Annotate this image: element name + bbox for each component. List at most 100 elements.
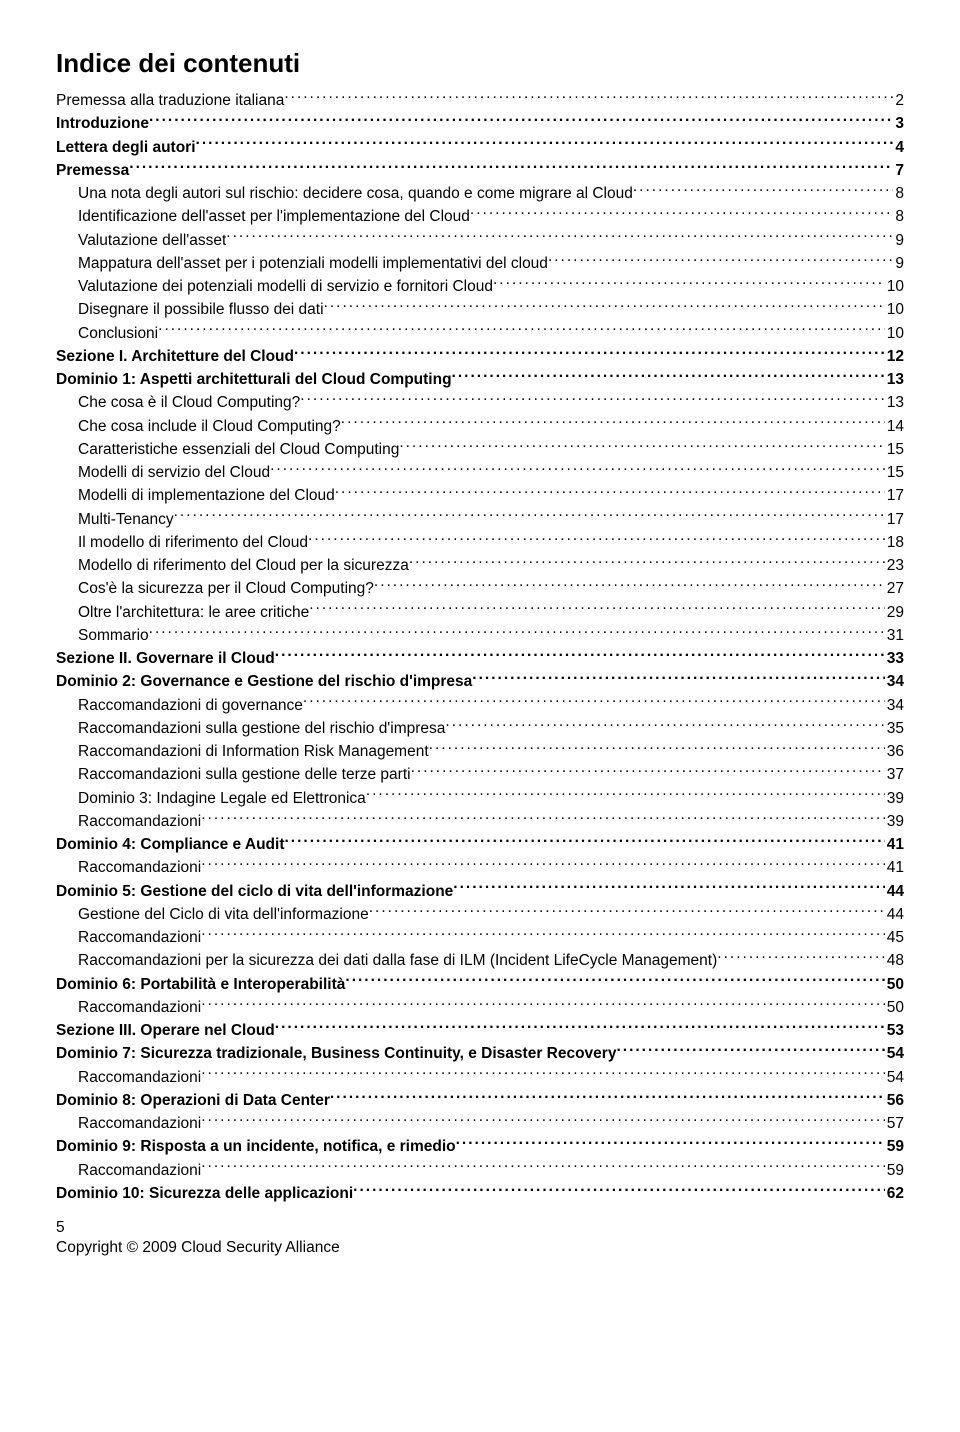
toc-entry-page: 57 xyxy=(885,1112,904,1135)
footer-page-number: 5 xyxy=(56,1219,904,1237)
toc-entry: Dominio 7: Sicurezza tradizionale, Busin… xyxy=(56,1042,904,1065)
toc-leader-dots xyxy=(201,810,885,826)
toc-entry-label: Che cosa include il Cloud Computing? xyxy=(78,415,341,438)
toc-entry-page: 10 xyxy=(885,298,904,321)
toc-entry-label: Che cosa è il Cloud Computing? xyxy=(78,391,300,414)
toc-entry-label: Raccomandazioni di Information Risk Mana… xyxy=(78,740,429,763)
toc-entry: Che cosa è il Cloud Computing? 13 xyxy=(56,391,904,414)
toc-leader-dots xyxy=(149,113,893,129)
toc-entry-label: Dominio 8: Operazioni di Data Center xyxy=(56,1089,330,1112)
toc-leader-dots xyxy=(201,1066,885,1082)
toc-entry-label: Il modello di riferimento del Cloud xyxy=(78,531,308,554)
toc-entry-page: 50 xyxy=(885,973,904,996)
toc-entry: Che cosa include il Cloud Computing? 14 xyxy=(56,415,904,438)
page-footer: 5 Copyright © 2009 Cloud Security Allian… xyxy=(56,1219,904,1257)
toc-leader-dots xyxy=(353,1182,885,1198)
toc-entry-page: 53 xyxy=(885,1019,904,1042)
toc-entry: Dominio 3: Indagine Legale ed Elettronic… xyxy=(56,787,904,810)
toc-leader-dots xyxy=(174,508,885,524)
toc-entry-page: 33 xyxy=(885,647,904,670)
toc-leader-dots xyxy=(445,717,884,733)
toc-entry-page: 13 xyxy=(885,391,904,414)
toc-leader-dots xyxy=(201,996,885,1012)
toc-entry-label: Raccomandazioni xyxy=(78,1112,201,1135)
toc-entry: Sezione I. Architetture del Cloud 12 xyxy=(56,345,904,368)
toc-leader-dots xyxy=(345,973,884,989)
toc-entry-page: 45 xyxy=(885,926,904,949)
toc-entry-label: Sezione I. Architetture del Cloud xyxy=(56,345,294,368)
toc-entry-label: Gestione del Ciclo di vita dell'informaz… xyxy=(78,903,369,926)
toc-entry: Raccomandazioni per la sicurezza dei dat… xyxy=(56,949,904,972)
toc-entry-label: Valutazione dell'asset xyxy=(78,229,226,252)
toc-entry: Raccomandazioni41 xyxy=(56,856,904,879)
toc-entry-page: 62 xyxy=(885,1182,904,1205)
toc-entry-label: Cos'è la sicurezza per il Cloud Computin… xyxy=(78,577,374,600)
toc-entry-page: 36 xyxy=(885,740,904,763)
toc-leader-dots xyxy=(616,1043,884,1059)
toc-leader-dots xyxy=(341,415,885,431)
toc-entry-page: 17 xyxy=(885,508,904,531)
toc-entry-page: 59 xyxy=(885,1135,904,1158)
toc-entry-page: 23 xyxy=(885,554,904,577)
toc-leader-dots xyxy=(129,159,893,175)
toc-entry-label: Dominio 7: Sicurezza tradizionale, Busin… xyxy=(56,1042,616,1065)
toc-leader-dots xyxy=(452,369,885,385)
toc-entry-page: 27 xyxy=(885,577,904,600)
toc-entry: Cos'è la sicurezza per il Cloud Computin… xyxy=(56,577,904,600)
toc-entry-page: 41 xyxy=(885,833,904,856)
toc-entry: Multi-Tenancy17 xyxy=(56,508,904,531)
toc-entry-page: 7 xyxy=(893,159,904,182)
toc-entry: Lettera degli autori4 xyxy=(56,136,904,159)
toc-entry: Dominio 4: Compliance e Audit 41 xyxy=(56,833,904,856)
toc-entry-page: 14 xyxy=(885,415,904,438)
toc-entry: Raccomandazioni 57 xyxy=(56,1112,904,1135)
toc-entry: Raccomandazioni sulla gestione delle ter… xyxy=(56,763,904,786)
toc-entry-label: Dominio 5: Gestione del ciclo di vita de… xyxy=(56,880,453,903)
toc-entry-page: 48 xyxy=(885,949,904,972)
toc-leader-dots xyxy=(270,462,885,478)
toc-entry-label: Disegnare il possibile flusso dei dati xyxy=(78,298,324,321)
toc-leader-dots xyxy=(493,276,885,292)
toc-entry: Premessa alla traduzione italiana2 xyxy=(56,89,904,112)
toc-leader-dots xyxy=(201,1113,885,1129)
toc-entry-page: 44 xyxy=(885,880,904,903)
toc-leader-dots xyxy=(429,741,885,757)
toc-entry: Raccomandazioni45 xyxy=(56,926,904,949)
toc-entry-page: 8 xyxy=(893,182,904,205)
toc-entry-label: Dominio 4: Compliance e Audit xyxy=(56,833,285,856)
toc-entry-label: Raccomandazioni xyxy=(78,856,201,879)
toc-leader-dots xyxy=(411,764,885,780)
toc-leader-dots xyxy=(201,857,885,873)
toc-heading: Indice dei contenuti xyxy=(56,48,904,79)
toc-entry: Dominio 10: Sicurezza delle applicazioni… xyxy=(56,1182,904,1205)
toc-entry-label: Dominio 10: Sicurezza delle applicazioni xyxy=(56,1182,353,1205)
toc-entry: Sezione III. Operare nel Cloud 53 xyxy=(56,1019,904,1042)
toc-entry: Valutazione dei potenziali modelli di se… xyxy=(56,275,904,298)
toc-leader-dots xyxy=(399,438,884,454)
toc-entry-page: 13 xyxy=(885,368,904,391)
toc-entry-label: Valutazione dei potenziali modelli di se… xyxy=(78,275,493,298)
toc-leader-dots xyxy=(456,1136,885,1152)
toc-entry-page: 17 xyxy=(885,484,904,507)
toc-entry-label: Dominio 2: Governance e Gestione del ris… xyxy=(56,670,472,693)
toc-entry: Dominio 5: Gestione del ciclo di vita de… xyxy=(56,880,904,903)
toc-leader-dots xyxy=(453,880,884,896)
toc-entry-label: Raccomandazioni sulla gestione delle ter… xyxy=(78,763,411,786)
toc-leader-dots xyxy=(285,834,885,850)
toc-leader-dots xyxy=(633,183,894,199)
toc-entry-label: Raccomandazioni xyxy=(78,810,201,833)
toc-entry-page: 44 xyxy=(885,903,904,926)
toc-leader-dots xyxy=(303,694,885,710)
toc-entry-page: 8 xyxy=(893,205,904,228)
toc-entry-label: Raccomandazioni di governance xyxy=(78,694,303,717)
toc-entry: Dominio 1: Aspetti architetturali del Cl… xyxy=(56,368,904,391)
toc-leader-dots xyxy=(300,392,884,408)
toc-leader-dots xyxy=(158,322,885,338)
toc-entry: Disegnare il possibile flusso dei dati 10 xyxy=(56,298,904,321)
toc-entry-label: Sezione III. Operare nel Cloud xyxy=(56,1019,275,1042)
toc-entry-page: 10 xyxy=(885,275,904,298)
toc-entry: Modelli di servizio del Cloud15 xyxy=(56,461,904,484)
toc-entry-label: Raccomandazioni xyxy=(78,996,201,1019)
toc-entry-page: 12 xyxy=(885,345,904,368)
toc-entry: Introduzione3 xyxy=(56,112,904,135)
